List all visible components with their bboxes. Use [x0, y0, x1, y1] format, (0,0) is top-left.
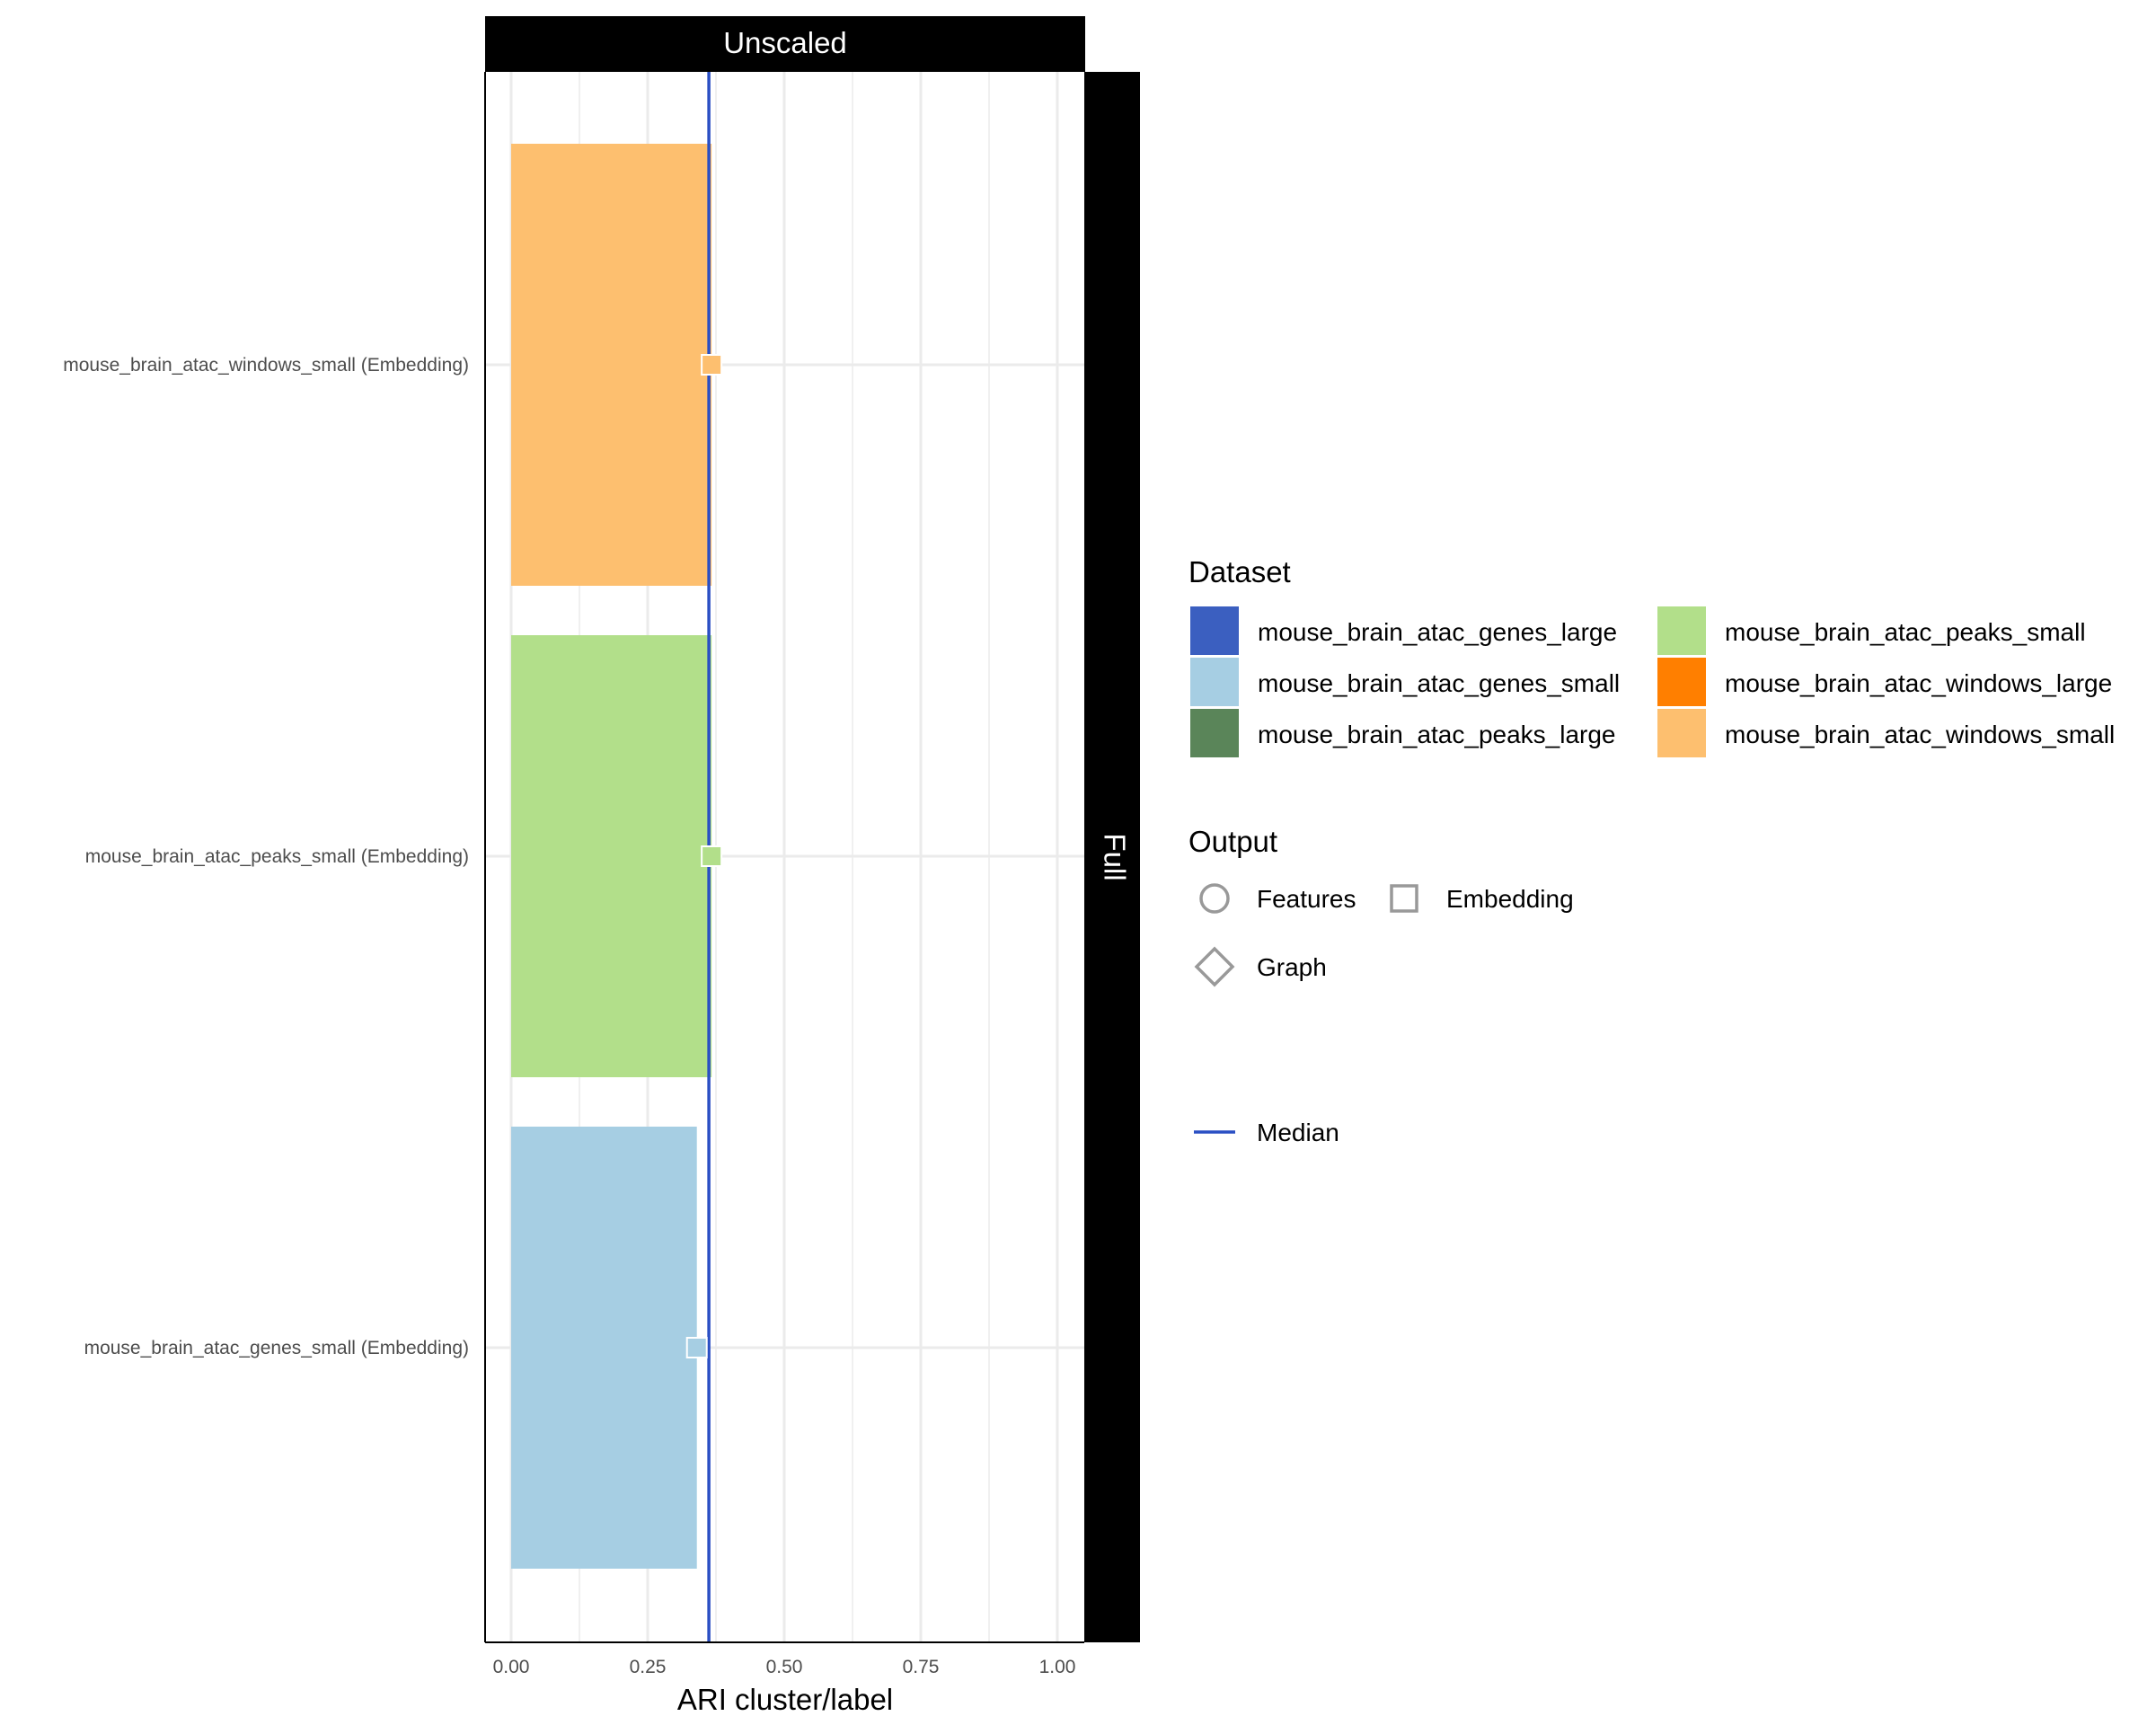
- legend-label-dataset: mouse_brain_atac_windows_small: [1725, 721, 2115, 748]
- bar: [511, 1127, 697, 1569]
- legend-title-output: Output: [1188, 825, 1277, 858]
- legend-title-dataset: Dataset: [1188, 555, 1291, 588]
- legend-swatch-dataset: [1190, 606, 1239, 655]
- legend-label-median: Median: [1257, 1119, 1339, 1146]
- x-tick-label: 0.75: [903, 1657, 940, 1677]
- legend-swatch-dataset: [1657, 606, 1706, 655]
- legend-swatch-dataset: [1190, 658, 1239, 706]
- legend-label-output: Embedding: [1446, 885, 1574, 913]
- legend-label-dataset: mouse_brain_atac_peaks_large: [1258, 721, 1616, 748]
- x-tick-label: 1.00: [1039, 1657, 1076, 1677]
- legend-swatch-dataset: [1657, 658, 1706, 706]
- legend-label-dataset: mouse_brain_atac_genes_large: [1258, 618, 1617, 646]
- x-axis-title: ARI cluster/label: [677, 1683, 893, 1716]
- y-tick-label: mouse_brain_atac_windows_small (Embeddin…: [63, 355, 469, 376]
- bar: [511, 144, 712, 586]
- legend-shape-square: [1390, 884, 1418, 913]
- facet-label-right: Full: [1098, 833, 1131, 880]
- legend-label-dataset: mouse_brain_atac_peaks_small: [1725, 618, 2086, 646]
- y-tick-label: mouse_brain_atac_genes_small (Embedding): [84, 1338, 469, 1358]
- x-tick-label: 0.00: [493, 1657, 530, 1677]
- facet-strip-top: [485, 16, 1085, 72]
- y-tick-label: mouse_brain_atac_peaks_small (Embedding): [85, 846, 469, 867]
- legend-swatch-dataset: [1190, 709, 1239, 757]
- legend-swatch-dataset: [1657, 709, 1706, 757]
- data-point: [701, 845, 723, 867]
- legend-label-dataset: mouse_brain_atac_windows_large: [1725, 669, 2112, 697]
- x-tick-label: 0.50: [766, 1657, 803, 1677]
- facet-label-top: Unscaled: [723, 26, 847, 59]
- bar: [511, 635, 712, 1077]
- x-tick-label: 0.25: [630, 1657, 667, 1677]
- data-point: [701, 354, 723, 376]
- facet-strip-right: [1084, 72, 1140, 1642]
- legend-label-output: Features: [1257, 885, 1356, 913]
- data-point: [685, 1337, 708, 1358]
- legend-shape-diamond: [1194, 946, 1235, 987]
- legend-label-dataset: mouse_brain_atac_genes_small: [1258, 669, 1620, 697]
- legend-label-output: Graph: [1257, 953, 1327, 981]
- legend-shape-circle: [1199, 883, 1230, 914]
